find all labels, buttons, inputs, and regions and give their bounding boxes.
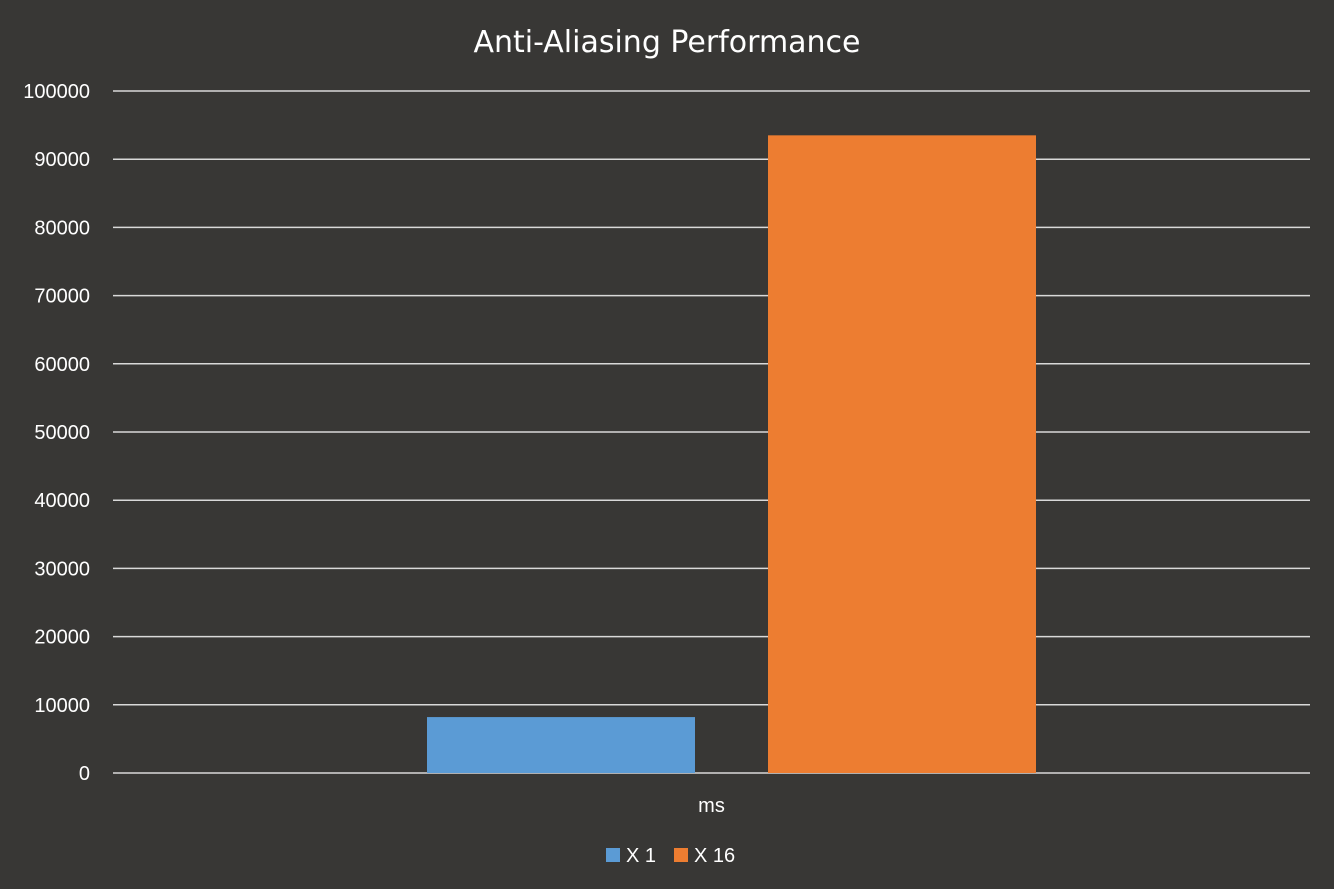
y-tick-label: 60000 xyxy=(34,354,90,376)
legend-swatch xyxy=(606,848,620,862)
bar-x-1 xyxy=(427,717,695,773)
gridlines xyxy=(113,90,1310,774)
bar-x-16 xyxy=(768,135,1036,773)
x-category-label: ms xyxy=(698,795,725,817)
y-tick-label: 10000 xyxy=(34,695,90,717)
chart-title: Anti-Aliasing Performance xyxy=(473,25,860,60)
y-tick-label: 70000 xyxy=(34,286,90,308)
legend-swatch xyxy=(674,848,688,862)
y-tick-label: 100000 xyxy=(23,81,90,103)
legend-label: X 16 xyxy=(694,845,735,867)
y-tick-label: 30000 xyxy=(34,558,90,580)
y-tick-label: 40000 xyxy=(34,490,90,512)
y-tick-label: 90000 xyxy=(34,149,90,171)
legend: X 1 X 16 xyxy=(606,845,735,867)
x-axis-category-labels: ms xyxy=(698,795,725,817)
y-tick-label: 50000 xyxy=(34,422,90,444)
legend-label: X 1 xyxy=(626,845,656,867)
y-axis-tick-labels: 0 10000 20000 30000 40000 50000 60000 70000 8000… xyxy=(23,81,90,785)
y-tick-label: 20000 xyxy=(34,627,90,649)
y-tick-label: 0 xyxy=(79,763,90,785)
y-tick-label: 80000 xyxy=(34,217,90,239)
bars xyxy=(427,135,1036,773)
